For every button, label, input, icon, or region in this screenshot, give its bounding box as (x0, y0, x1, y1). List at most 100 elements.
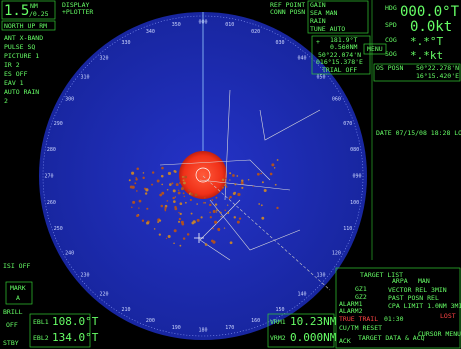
bearing-label: 110 (343, 226, 352, 232)
bearing-label: 330 (121, 40, 130, 46)
echo (151, 183, 154, 186)
cursor-cross (194, 233, 204, 243)
echo (212, 240, 216, 244)
ebl-box[interactable] (29, 313, 91, 348)
cursor-menu[interactable]: CURSOR MENU (418, 330, 461, 338)
echo (223, 227, 226, 229)
echo (184, 175, 188, 179)
bearing-label: 060 (332, 97, 341, 103)
bearing-label: 210 (121, 307, 130, 313)
ebl2-value: 134.0°T (52, 331, 99, 344)
bearing-label: 130 (316, 272, 325, 278)
vector: VECTOR REL 3MIN (388, 286, 447, 294)
echo (256, 172, 260, 176)
bearing-label: 120 (332, 251, 341, 257)
cu-tm-reset[interactable]: CU/TM RESET (339, 324, 382, 332)
echo (160, 204, 164, 208)
echo (180, 187, 184, 191)
sog: *.*kt (410, 49, 443, 62)
echo (173, 242, 175, 245)
echo (144, 192, 148, 195)
echo (174, 170, 177, 174)
echo (238, 217, 242, 220)
brill: BRILL (3, 308, 23, 316)
own-ship-ring (195, 167, 211, 183)
echo (204, 243, 208, 246)
range-unit: NM (30, 2, 38, 10)
echo (160, 174, 164, 178)
bearing-label: 100 (350, 200, 359, 206)
echo (158, 219, 162, 222)
echo (131, 171, 135, 175)
left-item: ANT X-BAND (4, 34, 43, 42)
orientation: NORTH UP RM (4, 22, 47, 30)
echo (196, 203, 198, 205)
echo (232, 174, 235, 177)
bearing-label: 070 (343, 121, 352, 127)
vrm2: VRM2 (270, 334, 286, 342)
echo (181, 222, 185, 226)
bearing-label: 000 (198, 20, 207, 26)
echo (153, 228, 156, 230)
echo (183, 181, 186, 185)
mark-box[interactable] (5, 281, 33, 305)
ack[interactable]: ACK (339, 337, 351, 345)
spd-label: SPD (385, 21, 397, 29)
echo (229, 179, 231, 181)
tune: TUNE AUTO (310, 25, 345, 33)
hdg-label: HDG (385, 4, 397, 12)
target-data[interactable]: TARGET DATA & ACQ (358, 334, 425, 342)
mode-box[interactable] (1, 20, 56, 31)
echo (177, 220, 181, 223)
echo (138, 199, 142, 203)
range-box[interactable] (1, 0, 56, 20)
echo (227, 211, 230, 214)
target-list[interactable]: TARGET LIST (360, 271, 403, 279)
trail-time: 01:30 (384, 315, 404, 323)
echo (212, 227, 214, 230)
left-item: AUTO RAIN (4, 88, 39, 96)
echoes (128, 159, 279, 247)
bearing-label: 080 (350, 147, 359, 153)
echo (200, 216, 203, 219)
echo (161, 191, 165, 195)
conn-posn: CONN POSN (270, 8, 305, 16)
echo (167, 234, 171, 239)
stby[interactable]: STBY (3, 339, 19, 347)
echo (236, 220, 240, 224)
echo (209, 216, 212, 219)
bearing-label: 310 (81, 75, 90, 81)
echo (225, 185, 228, 188)
echo (252, 185, 254, 187)
echo (196, 218, 200, 222)
echo (135, 178, 138, 181)
echo (189, 198, 192, 202)
echo (233, 191, 237, 194)
echo (169, 183, 172, 186)
echo (128, 179, 131, 182)
echo (174, 205, 177, 209)
bearing-label: 160 (251, 318, 260, 324)
echo (220, 215, 222, 218)
vrm2-value: 0.000NM (290, 331, 337, 344)
mark-value: A (16, 294, 20, 302)
echo (216, 211, 218, 213)
ebl-line (202, 175, 331, 291)
echo (166, 200, 169, 202)
echo (234, 183, 237, 186)
menu-button[interactable] (363, 43, 387, 55)
cursor-bearing: 181.9°T (330, 36, 357, 44)
vrm-box[interactable] (267, 313, 335, 348)
sea: SEA MAN (310, 9, 337, 17)
menu[interactable]: MENU (367, 45, 383, 53)
left-item: IR 2 (4, 61, 20, 69)
gain-box[interactable] (307, 0, 369, 34)
display: DISPLAY (62, 1, 89, 9)
echo-blob (179, 151, 227, 199)
ref-point: REF POINT (270, 1, 305, 9)
echo (247, 178, 250, 181)
bearing-label: 270 (44, 174, 53, 180)
plotter: +PLOTTER (62, 8, 93, 16)
bearing-label: 180 (198, 328, 207, 334)
